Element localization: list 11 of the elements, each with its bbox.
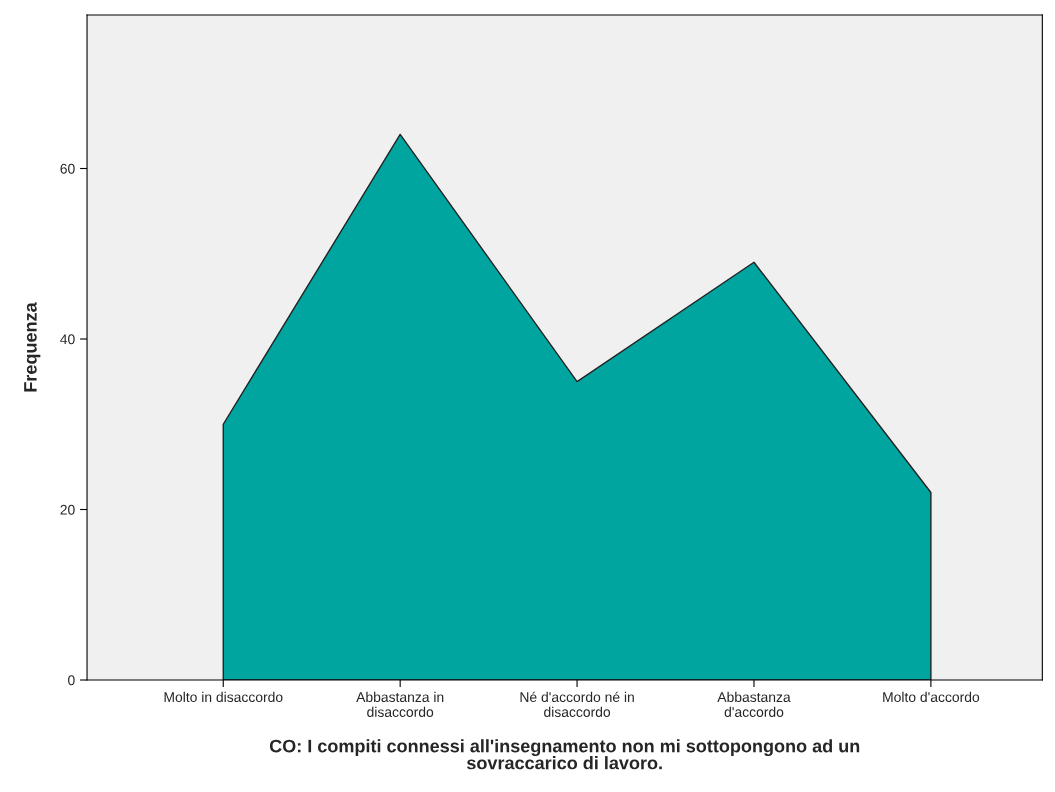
x-tick-label: Abbastanza d'accordo: [717, 691, 791, 717]
x-axis-title: CO: I compiti connessi all'insegnamento non mi sottopongono ad un sovraccarico di lavoro.: [269, 739, 860, 770]
y-tick-label: 20: [60, 504, 75, 515]
x-tick-label: Molto in disaccordo: [164, 691, 283, 703]
y-tick-label: 0: [68, 675, 75, 686]
x-tick-label: Molto d'accordo: [883, 691, 980, 703]
x-tick-label: Abbastanza in disaccordo: [356, 691, 444, 717]
x-tick-label: Né d'accordo né in disaccordo: [520, 691, 634, 717]
y-tick-label: 60: [60, 163, 75, 174]
y-tick-label: 40: [60, 334, 75, 345]
y-axis-title: Frequenza: [24, 302, 41, 392]
